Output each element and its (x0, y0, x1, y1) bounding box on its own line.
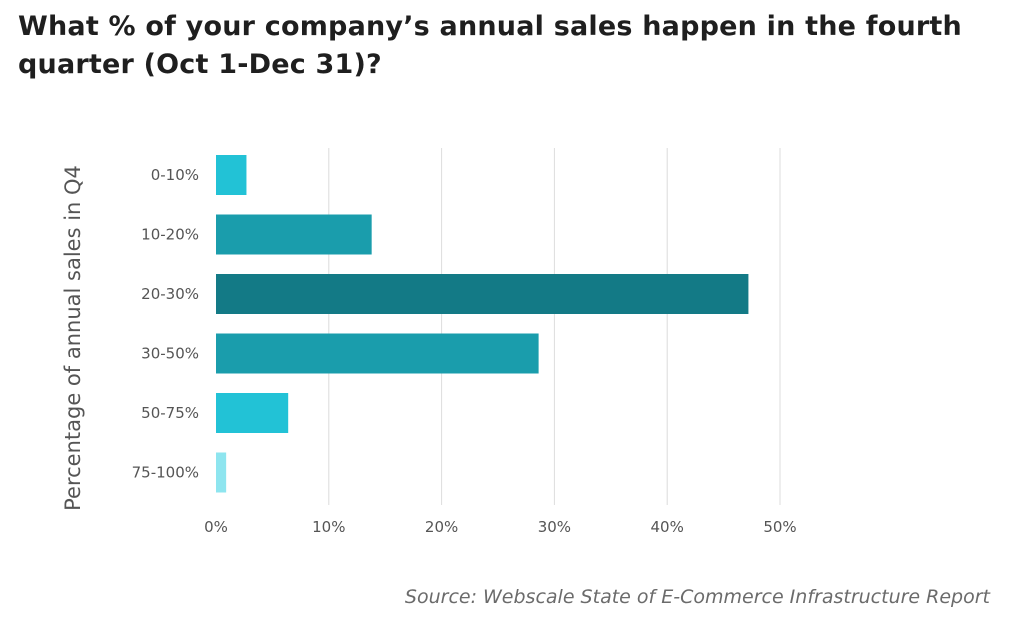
bar-5 (216, 393, 289, 433)
source-note: Source: Webscale State of E-Commerce Inf… (404, 586, 990, 608)
x-tick-label: 0% (204, 518, 228, 536)
chart-title: What % of your company’s annual sales ha… (18, 11, 962, 80)
bar-1 (216, 155, 247, 195)
x-tick-label: 50% (763, 518, 796, 536)
x-tick-label: 40% (651, 518, 684, 536)
gridlines (328, 148, 781, 505)
x-tick-label: 20% (425, 518, 458, 536)
category-label: 50-75% (141, 404, 199, 422)
category-label: 0-10% (151, 166, 199, 184)
category-labels: 0-10% 10-20% 20-30% 30-50% 50-75% 75-100% (132, 166, 199, 482)
bar-6 (216, 452, 227, 493)
category-label: 75-100% (132, 464, 199, 482)
bar-4 (216, 333, 539, 374)
x-tick-label: 30% (538, 518, 571, 536)
x-tick-label: 10% (312, 518, 345, 536)
x-axis-ticks: 0% 10% 20% 30% 40% 50% (204, 518, 797, 536)
y-axis-label: Percentage of annual sales in Q4 (61, 165, 85, 511)
bar-3 (216, 274, 749, 314)
category-label: 20-30% (141, 285, 199, 303)
bar-2 (216, 214, 372, 255)
bars (216, 155, 749, 493)
category-label: 30-50% (141, 345, 199, 363)
category-label: 10-20% (141, 226, 199, 244)
